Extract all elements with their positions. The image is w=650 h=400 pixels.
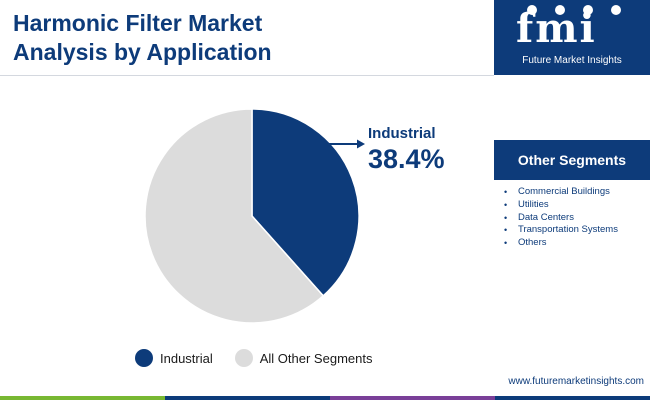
- list-item: • Utilities: [504, 198, 549, 210]
- bar-segment-green: [0, 396, 165, 400]
- bullet-icon: •: [504, 225, 508, 236]
- bar-segment-navy-2: [495, 396, 650, 400]
- legend-swatch-other-segments: [234, 349, 253, 367]
- logo-letters: fmi: [516, 5, 597, 52]
- logo-emblem-icons: [527, 5, 621, 15]
- chart-legend: Industrial All Other Segments: [135, 347, 394, 369]
- brand-name: Future Market Insights: [522, 55, 622, 66]
- bottom-color-bar: [0, 396, 650, 400]
- bullet-icon: •: [504, 238, 508, 249]
- sidebar: fmi Future Market Insights Other Segment…: [494, 0, 650, 400]
- website-url[interactable]: www.futuremarketinsights.com: [508, 376, 644, 387]
- legend-label-industrial: Industrial: [160, 350, 213, 366]
- list-item: • Data Centers: [504, 211, 574, 223]
- callout-arrow-head-icon: [357, 139, 365, 149]
- bar-segment-navy: [165, 396, 330, 400]
- legend-item-industrial: Industrial: [135, 349, 213, 367]
- callout-label: Industrial: [368, 125, 436, 142]
- other-segments-list: • Commercial Buildings • Utilities • Data C…: [504, 186, 618, 250]
- chart-title: Harmonic Filter Market Analysis by Appli…: [13, 9, 272, 67]
- list-item: • Commercial Buildings: [504, 186, 610, 197]
- pie-slices: [144, 108, 360, 324]
- industrial-callout: Industrial 38.4%: [326, 125, 445, 174]
- legend-label-other-segments: All Other Segments: [259, 350, 373, 366]
- bar-segment-purple: [330, 396, 495, 400]
- bullet-icon: •: [504, 199, 508, 210]
- bullet-icon: •: [504, 212, 508, 223]
- legend-swatch-industrial: [135, 349, 153, 367]
- pie-slice-all-other-segments: [144, 108, 325, 324]
- legend-item-other-segments: All Other Segments: [234, 349, 373, 367]
- list-item: • Others: [504, 237, 547, 249]
- pie-slice-industrial: [251, 108, 360, 297]
- other-segments-header: Other Segments: [494, 140, 650, 180]
- callout-value: 38.4%: [368, 144, 445, 174]
- brand-logo: fmi Future Market Insights: [494, 0, 650, 75]
- pie-chart: Industrial 38.4%: [144, 108, 445, 324]
- other-segments-title: Other Segments: [517, 152, 627, 168]
- bullet-icon: •: [504, 187, 508, 197]
- header-divider: [0, 75, 494, 76]
- title-line-1: Harmonic Filter Market: [13, 10, 263, 36]
- list-item: • Transportation Systems: [504, 224, 618, 236]
- title-line-2: Analysis by Application: [13, 39, 272, 65]
